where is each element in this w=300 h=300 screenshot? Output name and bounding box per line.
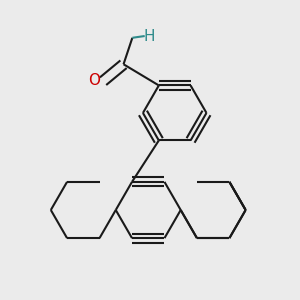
Text: O: O — [88, 73, 100, 88]
Text: H: H — [143, 28, 155, 44]
